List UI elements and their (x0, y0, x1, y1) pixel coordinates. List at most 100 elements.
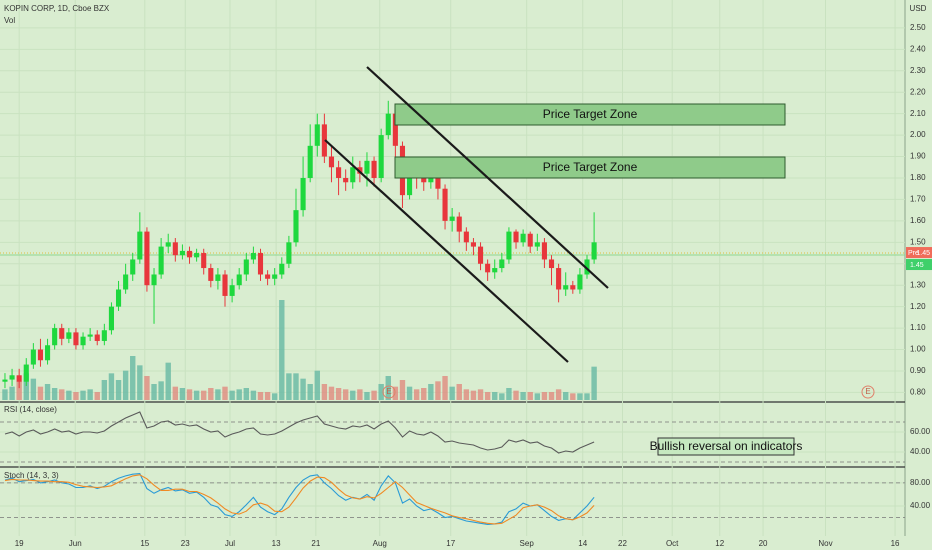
x-tick-label: 21 (311, 539, 320, 548)
volume-bar (357, 389, 363, 400)
volume-bar (378, 384, 384, 400)
volume-bar (186, 389, 193, 400)
x-tick-label: 23 (181, 539, 190, 548)
volume-bar (208, 388, 214, 400)
candle-body (144, 231, 150, 286)
candle-body (279, 263, 285, 275)
volume-bar (442, 376, 448, 400)
volume-bar (59, 389, 65, 400)
candle-body (66, 332, 72, 339)
volume-bar (2, 389, 8, 400)
candle-body (236, 274, 242, 286)
candle-body (158, 246, 164, 275)
y-tick-label: 40.00 (910, 447, 931, 456)
candle-body (73, 332, 79, 346)
candle-body (130, 259, 136, 275)
price-badge (906, 259, 932, 271)
candle-body (385, 113, 391, 136)
candle-body (371, 160, 377, 178)
candle-body (9, 375, 15, 380)
earnings-label: E (865, 387, 870, 396)
candle-body (286, 242, 292, 264)
volume-bar (44, 384, 51, 400)
volume-bar (492, 392, 498, 400)
candle-body (534, 242, 540, 247)
candle-body (165, 242, 171, 247)
candle-body (541, 242, 547, 260)
volume-bar (463, 389, 470, 400)
candle-body (101, 330, 107, 341)
volume-bar (130, 356, 136, 400)
x-tick-label: 16 (891, 539, 900, 548)
candle-body (456, 216, 462, 232)
volume-bar (499, 393, 505, 400)
candle-body (87, 334, 93, 337)
premarket-price: 1.45 (916, 250, 930, 257)
volume-bar (484, 392, 491, 400)
candle-body (463, 231, 469, 243)
candle-body (421, 177, 427, 183)
candle-body (186, 250, 193, 258)
earnings-marker (382, 385, 396, 399)
indicator-line (4, 411, 595, 454)
x-tick-label: 12 (715, 539, 724, 548)
candle-body (343, 177, 349, 183)
candle-body (94, 334, 100, 341)
candle-body (272, 274, 278, 279)
candle-body (563, 285, 569, 290)
x-tick-label: Nov (818, 539, 832, 548)
candle-body (577, 274, 583, 290)
volume-bar (577, 393, 583, 400)
volume-bar (293, 373, 299, 400)
candle-body (108, 306, 114, 331)
volume-bar (477, 389, 484, 400)
candle-body (208, 268, 214, 281)
x-tick-label: 22 (618, 539, 627, 548)
volume-bar (73, 392, 79, 400)
candle-body (215, 274, 221, 281)
volume-bar (584, 393, 590, 400)
volume-bar (421, 388, 427, 400)
volume-bar (520, 392, 526, 400)
y-tick-label: 1.80 (910, 173, 926, 182)
volume-label: Vol (4, 16, 15, 25)
volume-bar (541, 392, 548, 400)
volume-bar (399, 380, 406, 400)
candle-body (52, 328, 58, 346)
y-tick-label: 2.00 (910, 130, 926, 139)
y-tick-label: 2.20 (910, 87, 926, 96)
volume-bar (108, 373, 115, 400)
volume-bar (279, 300, 285, 400)
candle-body (194, 253, 200, 258)
volume-bar (286, 373, 292, 400)
candle-body (257, 253, 264, 275)
volume-bar (250, 390, 257, 400)
candle-body (492, 268, 498, 273)
candle-body (151, 274, 157, 286)
volume-bar (158, 381, 164, 400)
candle-body (37, 349, 44, 361)
volume-bar (179, 388, 186, 400)
volume-bar (257, 392, 264, 400)
volume-bar (236, 389, 242, 400)
volume-bar (51, 388, 58, 400)
volume-bar (563, 392, 569, 400)
y-tick-label: 1.90 (910, 152, 926, 161)
premarket-label: Pre (908, 250, 919, 257)
candle-body (314, 124, 320, 146)
y-tick-label: 2.50 (910, 23, 926, 32)
candle-body (172, 242, 178, 256)
stoch-title: Stoch (14, 3, 3) (4, 471, 59, 480)
volume-bar (307, 384, 313, 400)
x-tick-label: Jun (69, 539, 82, 548)
volume-bar (449, 386, 455, 400)
candle-body (265, 274, 271, 279)
candle-body (336, 167, 342, 178)
candle-body (350, 167, 356, 183)
candle-body (250, 253, 256, 260)
currency: USD (910, 4, 927, 13)
indicator-line (4, 474, 595, 525)
target-zone (394, 103, 786, 126)
volume-bar (570, 393, 576, 400)
candle-body (477, 246, 484, 264)
